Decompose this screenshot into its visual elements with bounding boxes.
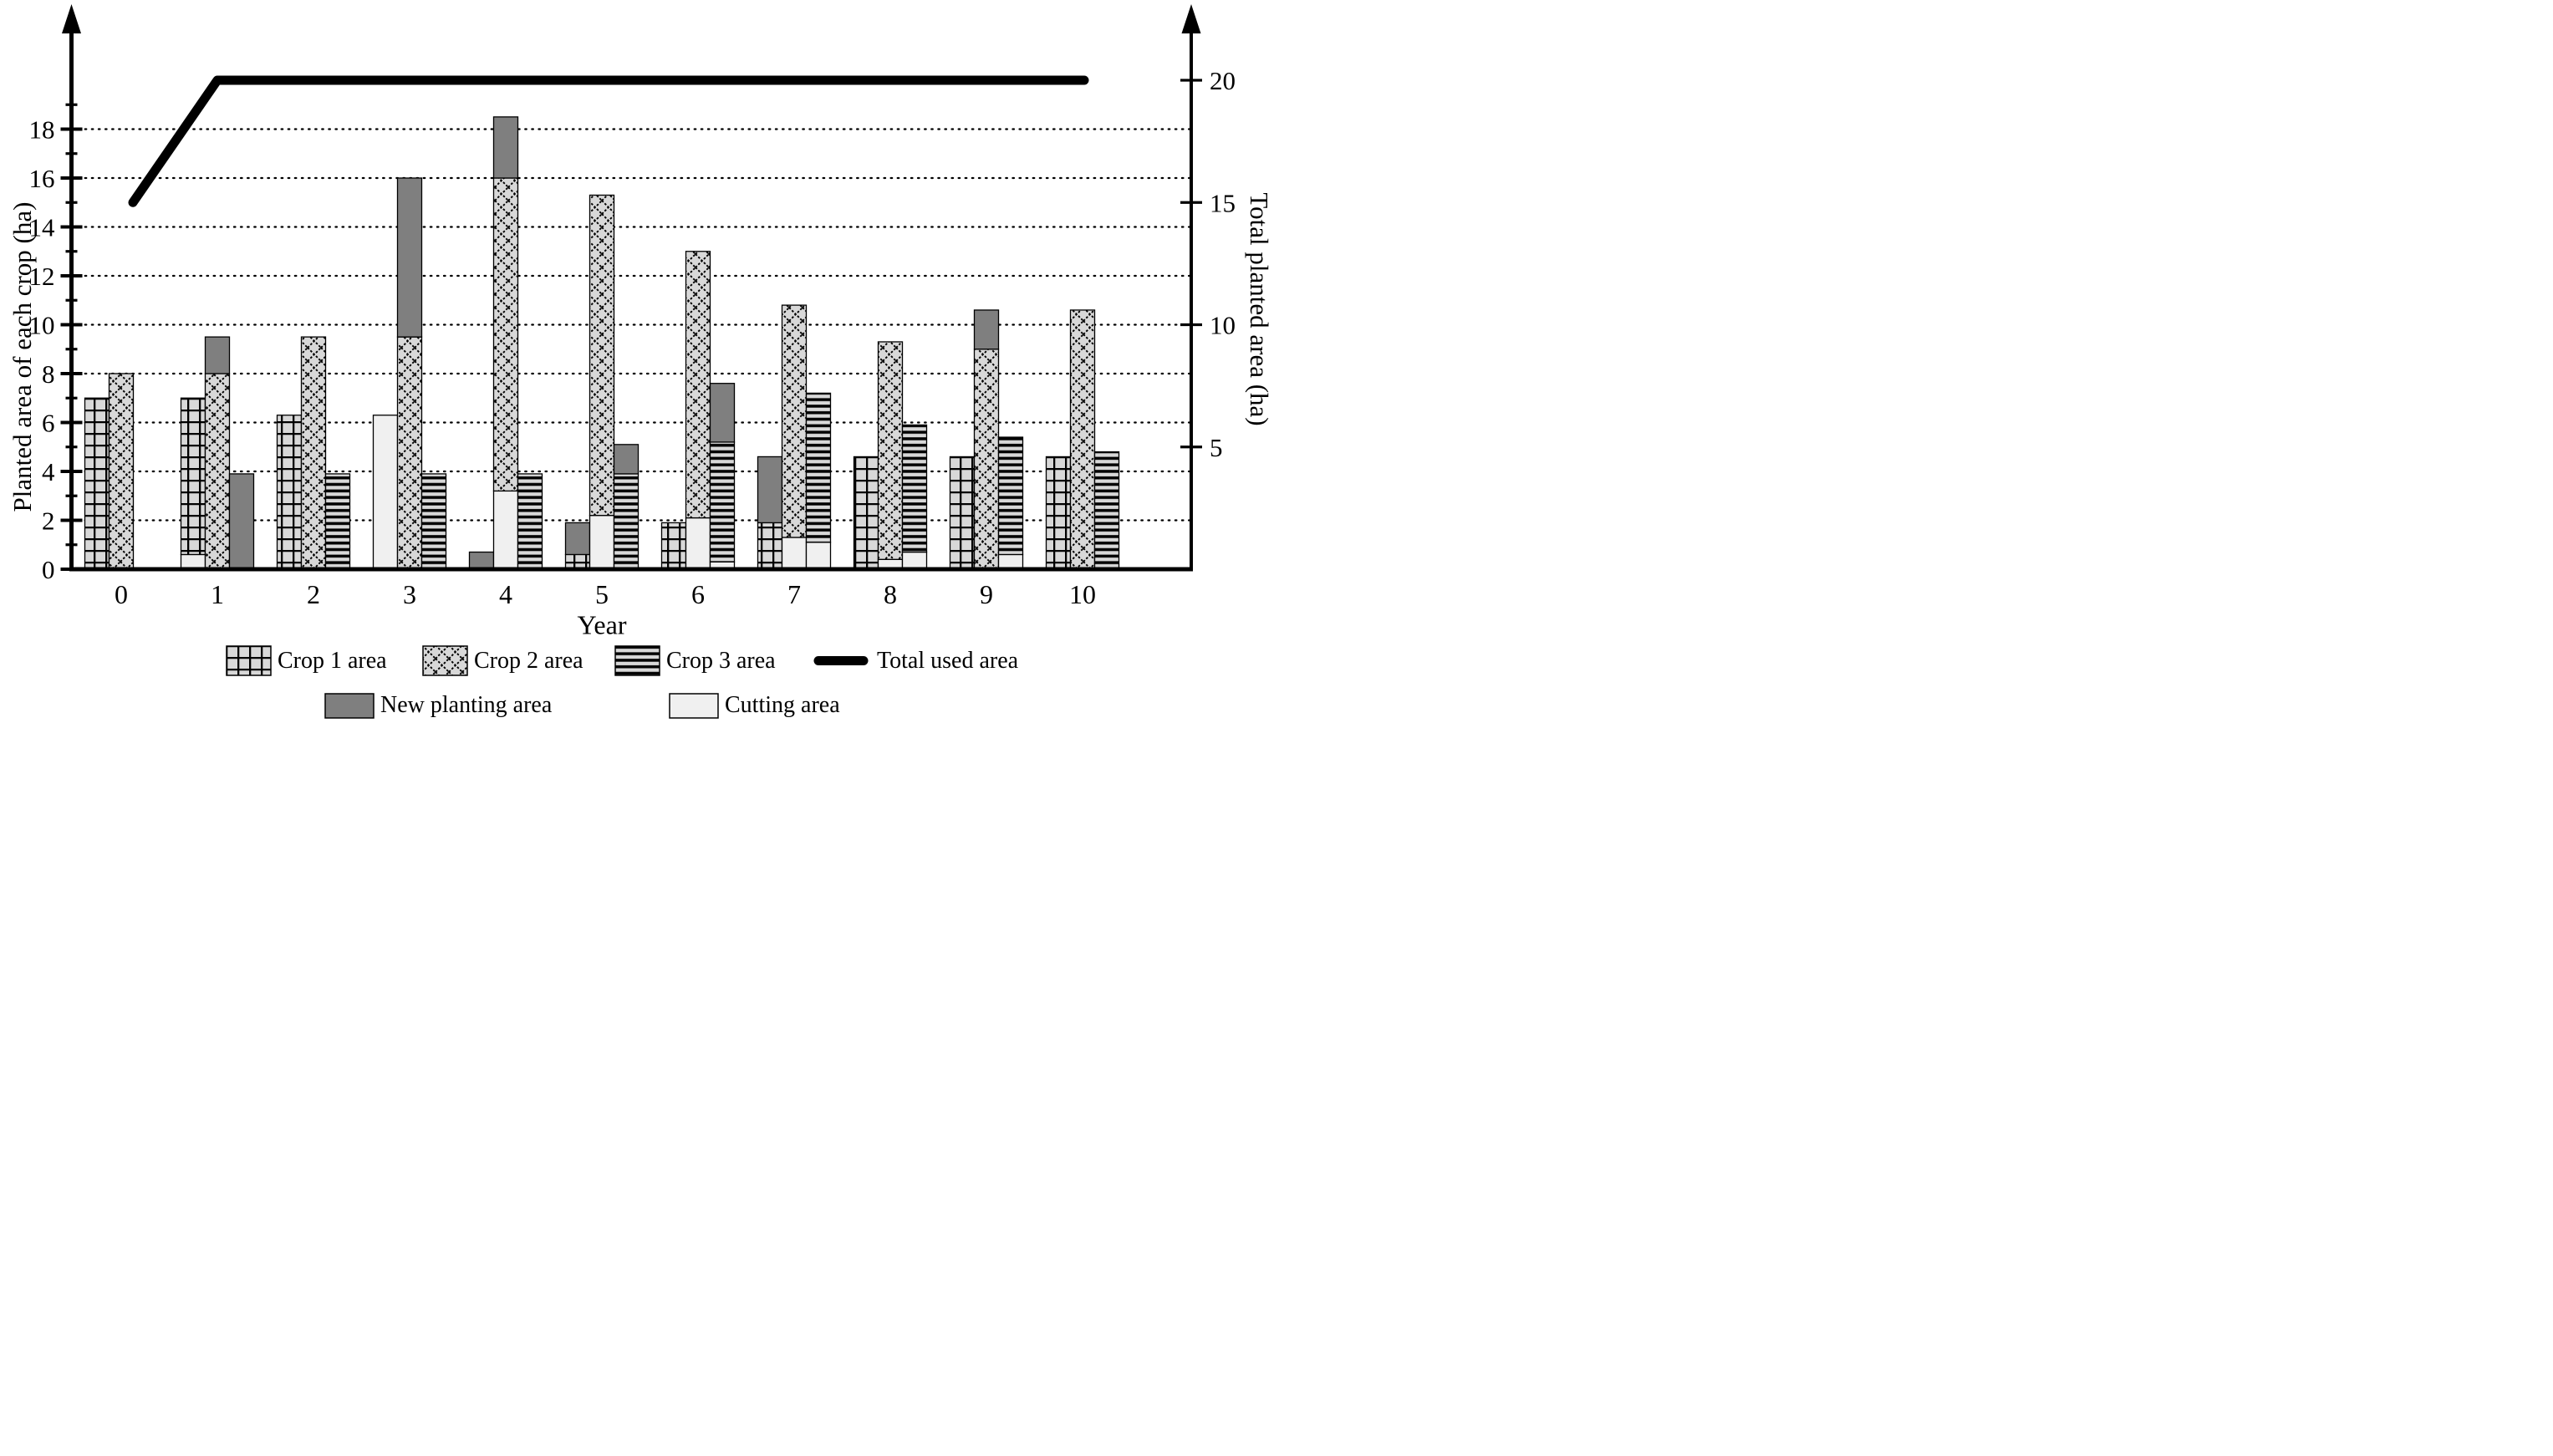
- bar-year9-slot1-crop1: [949, 456, 976, 570]
- x-tick-label-2: 2: [307, 579, 320, 609]
- bar-year9-slot2-new: [973, 309, 1000, 350]
- bar-year5-slot2-crop2: [589, 194, 615, 517]
- bar-year0-slot1-crop1: [84, 397, 110, 570]
- legend-item-crop1: Crop 1 area: [226, 645, 387, 676]
- legend-label: Total used area: [877, 647, 1019, 674]
- bar-year1-slot2-new: [204, 336, 231, 374]
- left-tick-label-18: 18: [29, 115, 55, 145]
- bar-year1-slot1-crop1: [180, 397, 206, 556]
- bar-year8-slot3-crop3: [901, 424, 928, 553]
- x-tick-label-4: 4: [499, 579, 512, 609]
- legend-item-crop2: Crop 2 area: [422, 645, 583, 676]
- bar-year6-slot2-cut: [685, 517, 711, 570]
- bar-year7-slot2-cut: [781, 537, 808, 570]
- bar-year2-slot1-crop1: [276, 415, 303, 570]
- bar-year4-slot2-crop2: [492, 177, 519, 492]
- legend-label: New planting area: [380, 692, 553, 718]
- new-planting-swatch-icon: [324, 692, 375, 719]
- legend-item-cutting: Cutting area: [669, 692, 840, 719]
- left-tick-label-12: 12: [29, 262, 55, 291]
- bar-year9-slot2-crop2: [973, 349, 1000, 570]
- right-tick-label-10: 10: [1210, 311, 1236, 340]
- bar-year8-slot1-crop1: [853, 456, 879, 570]
- right-axis-title: Total planted area (ha): [1245, 192, 1274, 426]
- left-tick-label-8: 8: [42, 359, 55, 389]
- bar-year9-slot3-crop3: [997, 436, 1024, 556]
- bar-year6-slot3-crop3: [709, 441, 736, 563]
- bar-year6-slot2-crop2: [685, 251, 711, 519]
- bar-year5-slot1-crop1: [564, 553, 591, 570]
- crop1-swatch-icon: [226, 645, 272, 676]
- x-tick-label-1: 1: [211, 579, 224, 609]
- total-line-swatch-icon: [813, 656, 869, 665]
- bar-year5-slot1-new: [564, 522, 591, 556]
- left-tick-label-10: 10: [29, 311, 55, 340]
- bar-year6-slot3-new: [709, 383, 736, 443]
- bar-year2-slot3-crop3: [324, 473, 351, 570]
- x-tick-label-6: 6: [691, 579, 705, 609]
- legend-item-crop3: Crop 3 area: [614, 645, 776, 676]
- x-tick-label-9: 9: [980, 579, 993, 609]
- bar-year3-slot1-cut: [372, 415, 399, 570]
- legend-label: Cutting area: [725, 692, 840, 718]
- bar-year1-slot2-crop2: [204, 373, 231, 570]
- bar-year10-slot1-crop1: [1045, 456, 1072, 570]
- x-tick-label-3: 3: [403, 579, 416, 609]
- right-tick-label-15: 15: [1210, 188, 1236, 217]
- left-axis-title: Planted area of each crop (ha): [8, 201, 37, 512]
- bar-year2-slot2-crop2: [300, 336, 327, 570]
- bar-year8-slot2-crop2: [877, 341, 904, 560]
- bar-year10-slot3-crop3: [1093, 451, 1120, 570]
- bar-year3-slot2-new: [396, 177, 423, 338]
- bar-year5-slot3-new: [613, 444, 640, 475]
- left-tick-label-2: 2: [42, 507, 55, 536]
- bar-year7-slot1-new: [757, 456, 783, 524]
- chart-figure: 0 2 4 6 8 10 12 14 16 18 5 10 15 20 0 1 2 3 4 5 6 7 8 9 10 Plant…: [0, 0, 1276, 728]
- bar-year7-slot3-cut: [805, 542, 832, 570]
- legend-item-new-planting: New planting area: [324, 692, 552, 719]
- left-tick-label-16: 16: [29, 164, 55, 193]
- right-tick-label-20: 20: [1210, 66, 1236, 95]
- bar-year9-slot3-cut: [997, 553, 1024, 570]
- bar-year4-slot2-cut: [492, 490, 519, 570]
- bar-year4-slot2-new: [492, 116, 519, 179]
- bar-year10-slot2-crop2: [1069, 309, 1096, 570]
- left-tick-label-14: 14: [29, 213, 56, 242]
- bar-year4-slot1-new: [468, 551, 495, 570]
- legend-label: Crop 3 area: [666, 647, 776, 674]
- bar-year6-slot1-crop1: [660, 522, 687, 570]
- bar-year7-slot2-crop2: [781, 304, 808, 538]
- x-tick-label-7: 7: [787, 579, 801, 609]
- bar-year5-slot2-cut: [589, 515, 615, 570]
- left-tick-label-6: 6: [42, 409, 55, 438]
- bar-year4-slot3-crop3: [517, 473, 543, 570]
- crop2-swatch-icon: [422, 645, 468, 676]
- x-tick-label-8: 8: [884, 579, 897, 609]
- legend-item-total-line: Total used area: [811, 645, 1018, 676]
- x-axis-title: Year: [577, 609, 627, 640]
- bar-year0-slot2-crop2: [108, 373, 135, 570]
- x-tick-label-0: 0: [115, 579, 128, 609]
- cutting-swatch-icon: [669, 692, 719, 719]
- left-tick-label-4: 4: [42, 457, 55, 486]
- legend-label: Crop 1 area: [278, 647, 387, 674]
- left-tick-label-0: 0: [42, 555, 55, 584]
- bar-year7-slot1-crop1: [757, 522, 783, 570]
- bar-year1-slot3-new: [228, 473, 255, 570]
- bar-year1-slot1-cut: [180, 553, 206, 570]
- bar-year8-slot3-cut: [901, 551, 928, 570]
- right-tick-label-5: 5: [1210, 433, 1223, 462]
- bar-year3-slot2-crop2: [396, 336, 423, 570]
- bar-year3-slot3-crop3: [420, 473, 447, 570]
- bar-year5-slot3-crop3: [613, 473, 640, 570]
- left-axis-arrow-icon: [62, 4, 81, 33]
- right-axis-arrow-icon: [1181, 4, 1201, 33]
- x-tick-label-10: 10: [1069, 579, 1096, 609]
- crop3-swatch-icon: [614, 645, 660, 676]
- total-used-area-line: [128, 75, 1089, 207]
- bar-year7-slot3-crop3: [805, 392, 832, 543]
- x-tick-label-5: 5: [595, 579, 609, 609]
- legend-label: Crop 2 area: [474, 647, 583, 674]
